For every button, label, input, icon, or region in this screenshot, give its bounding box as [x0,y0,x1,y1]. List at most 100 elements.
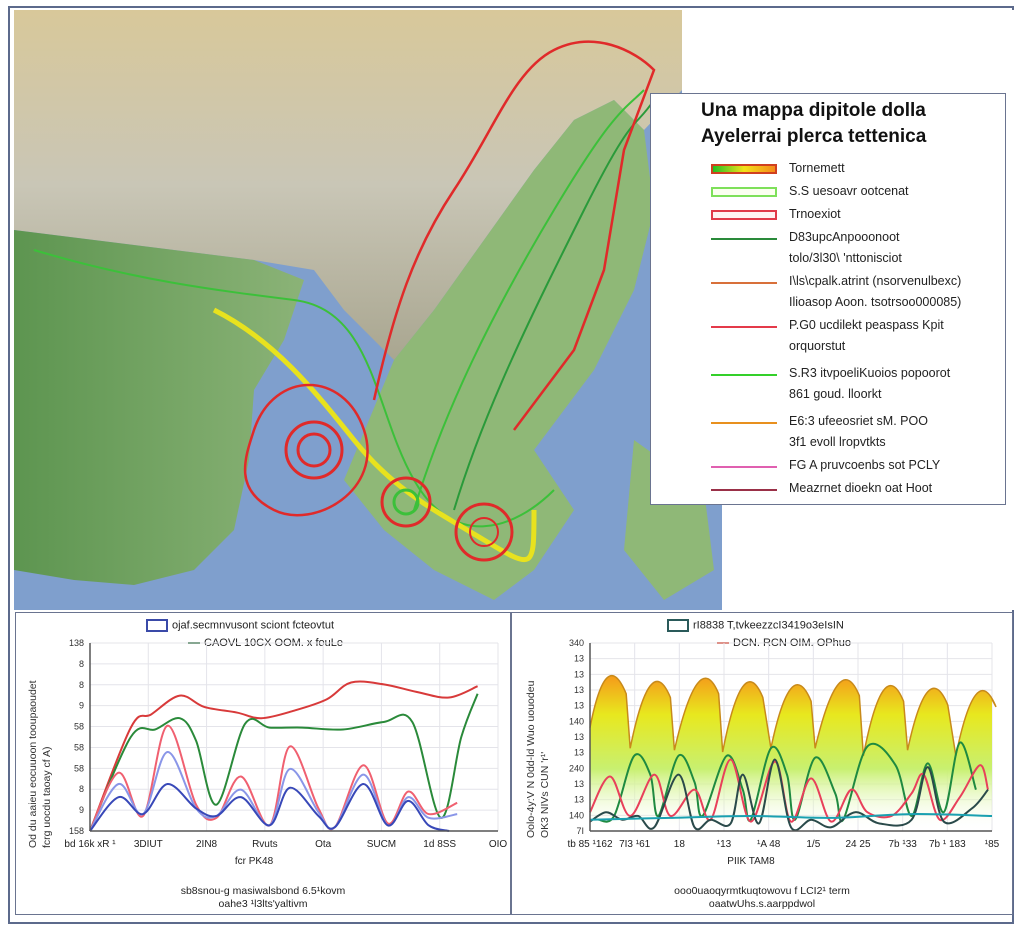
legend-label: Meazrnet dioekn oat Hoot [789,478,932,499]
legend-label: S.R3 itvpoeliKuoios popoorot 861 goud. ll… [789,363,950,405]
y-tick-label: 58 [74,742,84,752]
x-tick-label: bd 16k xR ¹ [64,839,116,850]
red-vortex-3b [469,517,499,547]
tectonic-map[interactable] [14,10,722,610]
chart-caption-line2: oahe3 ¹l3lts'yaltivm [218,898,308,910]
legend-item: FG A pruvcoenbs sot PCLY [711,458,940,476]
x-tick-label: ¹13 [717,839,732,850]
legend-label-line1: Tornemett [789,161,845,175]
chart-title-text: rI8838 T,tvkeezzcI3419o3eIsIN [693,619,844,632]
legend-swatch-line [711,238,777,240]
red-vortex-1b [296,432,332,468]
red-vortex-2b [392,488,420,516]
legend-item: Trnoexiot [711,207,841,225]
x-tick-label: SUCM [367,839,396,850]
legend-label-line1: S.S uesoavr ootcenat [789,184,909,198]
himalayan-plateau [14,10,682,360]
legend-label: D83upcAnpooonoot tolo/3l30\ 'nttonisciot [789,227,902,269]
chart-caption-line2: oaatwUhs.s.aarppdwol [708,898,816,910]
legend-swatch-line [711,374,777,376]
red-vortex-2 [380,476,432,528]
chart-panel-right: rI8838 T,tvkeezzcI3419o3eIsIN DCN. RCN O… [511,612,1013,915]
legend-label-line2: tolo/3l30\ 'nttonisciot [789,251,902,265]
y-tick-label: 9 [79,701,84,711]
x-tick-label: 18 [674,839,686,850]
x-tick-label: Rvuts [252,839,278,850]
y-tick-label: 58 [74,763,84,773]
series-line-light-blue-oscillation [89,751,458,832]
legend-item: P.G0 ucdilekt peaspass Kpit orquorstut [711,318,944,357]
legend-swatch-box [711,210,777,220]
x-tick-label: 7b ¹33 [888,839,917,850]
legend-label-line2: 3f1 evoll lropvtkts [789,435,886,449]
y-tick-label: 13 [574,685,584,695]
x-tick-label: tb 85 ¹162 [567,839,612,850]
y-tick-label: 58 [74,722,84,732]
series-line-dark-oscillation [589,758,989,832]
chart-caption-line1: sb8snou-g masiwalsbond 6.5¹kovm [180,885,346,897]
legend-title: Una mappa dipitole dolla Ayelerrai plerca… [701,98,1001,150]
line-chart: 158 9 8 58 58 58 9 8 8 138 bd 16k xR ¹ 3DIUT 2IN8 Rvu… [64,638,508,867]
envelope-line [589,674,997,756]
x-axis-label: fcr PK48 [235,856,274,867]
legend-label-line1: P.G0 ucdilekt peaspass Kpit [789,318,944,332]
legend-label: I\ls\cpalk.atrint (nsorvenulbexc) Ilioaso… [789,271,961,313]
legend-swatch-line [711,422,777,424]
y-tick-label: 8 [79,784,84,794]
legend-label-line2: orquorstut [789,339,846,353]
y-tick-label: 140 [569,716,584,726]
contour-green-3 [453,99,655,511]
legend-item: D83upcAnpooonoot tolo/3l30\ 'nttonisciot [711,230,902,269]
legend-swatch-line [711,489,777,491]
legend-item: I\ls\cpalk.atrint (nsorvenulbexc) Ilioaso… [711,274,961,313]
x-tick-label: 7b ¹ 183 [929,839,966,850]
y-tick-label: 13 [574,701,584,711]
legend-label-line1: S.R3 itvpoeliKuoios popoorot [789,366,951,380]
legend-item: Meazrnet dioekn oat Hoot [711,481,932,499]
x-tick-label: 7I3 ¹61 [619,839,651,850]
x-tick-label: 24 25 [845,839,870,850]
legend-swatch-box [711,164,777,174]
x-axis-label: PIIK TAM8 [727,856,775,867]
series-line-red-upper [89,680,478,832]
chart-title: ojaf.secmnvusont sciont fcteovtut [146,619,334,632]
series-line-green-upper [89,693,479,832]
legend-label: Tornemett [789,158,845,179]
legend-title-line1: Una mappa dipitole dolla [701,100,926,121]
y-tick-label: 9 [79,805,84,815]
legend-swatch [667,619,689,632]
x-tick-label: 1/5 [806,839,820,850]
legend-label: FG A pruvcoenbs sot PCLY [789,455,940,476]
series-line-blue-oscillation [89,782,450,832]
x-tick-label: 3DIUT [134,839,163,850]
legend-label: S.S uesoavr ootcenat [789,181,909,202]
map-legend: Una mappa dipitole dolla Ayelerrai plerca… [650,93,1006,505]
series-line-red-oscillation [589,758,989,823]
legend-swatch-line [711,326,777,328]
legend-swatch-box [711,187,777,197]
legend-label: P.G0 ucdilekt peaspass Kpit orquorstut [789,315,944,357]
legend-label-line2: Ilioasop Aoon. tsotrsoo000085) [789,295,962,309]
y-tick-label: 140 [569,810,584,820]
series-line-red-oscillation [89,724,458,832]
legend-label-line1: Meazrnet dioekn oat Hoot [789,481,933,495]
y-tick-label: 13 [574,654,584,664]
legend-item: E6:3 ufeeosriet sM. POO 3f1 evoll lropvtk… [711,414,928,453]
x-tick-label: ¹A 48 [757,839,781,850]
chart-panel-left: ojaf.secmnvusont sciont fcteovtut CAOVL … [15,612,511,915]
contour-green-2 [413,89,645,511]
legend-swatch-line [711,282,777,284]
contour-green [33,249,555,528]
y-tick-label: 13 [574,732,584,742]
red-vortex-3 [454,502,514,562]
x-tick-label: OIO [489,839,508,850]
legend-item: Tornemett [711,161,845,179]
y-tick-label: 13 [574,748,584,758]
legend-swatch [146,619,168,632]
x-tick-label: Ota [315,839,332,850]
y-tick-label: 13 [574,669,584,679]
x-tick-label: ¹85 [985,839,1000,850]
y-tick-label: 158 [69,826,84,836]
legend-swatch-line [711,466,777,468]
y-tick-label: 13 [574,779,584,789]
